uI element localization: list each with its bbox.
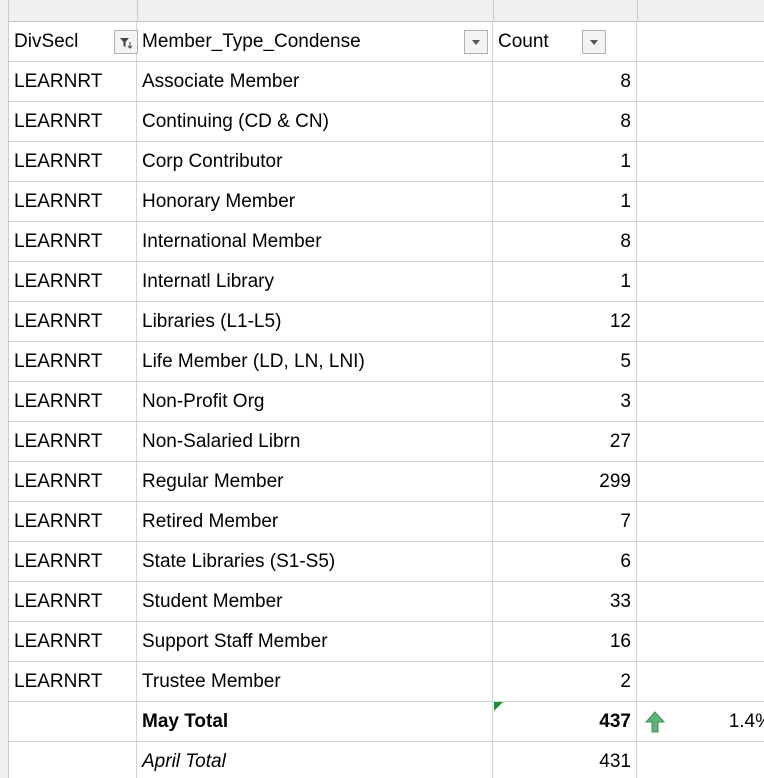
empty-cell — [637, 302, 764, 342]
empty-cell — [637, 222, 764, 262]
empty-cell — [637, 462, 764, 502]
text-cell: Internatl Library — [137, 262, 493, 302]
text-cell: Honorary Member — [137, 182, 493, 222]
count-cell: 16 — [493, 622, 637, 662]
filter-button[interactable] — [464, 30, 488, 54]
empty-cell — [637, 62, 764, 102]
count-cell: 7 — [493, 502, 637, 542]
up-arrow-icon — [644, 711, 666, 733]
text-cell: LEARNRT — [9, 502, 137, 542]
count-cell: 6 — [493, 542, 637, 582]
total-label: May Total — [137, 702, 493, 742]
text-cell: Corp Contributor — [137, 142, 493, 182]
text-cell: Student Member — [137, 582, 493, 622]
count-cell: 299 — [493, 462, 637, 502]
empty-cell — [637, 22, 764, 62]
empty-cell — [637, 542, 764, 582]
text-cell: Non-Salaried Librn — [137, 422, 493, 462]
empty-cell — [637, 582, 764, 622]
text-cell: LEARNRT — [9, 662, 137, 702]
text-cell: Non-Profit Org — [137, 382, 493, 422]
text-cell: Retired Member — [137, 502, 493, 542]
text-cell: LEARNRT — [9, 302, 137, 342]
empty-cell — [637, 502, 764, 542]
text-cell: Trustee Member — [137, 662, 493, 702]
count-cell: 1 — [493, 262, 637, 302]
text-cell: LEARNRT — [9, 62, 137, 102]
text-cell: Continuing (CD & CN) — [137, 102, 493, 142]
count-cell: 8 — [493, 102, 637, 142]
text-cell: Support Staff Member — [137, 622, 493, 662]
empty-cell — [637, 622, 764, 662]
filter-button[interactable] — [114, 30, 138, 54]
text-cell: LEARNRT — [9, 262, 137, 302]
text-cell: Libraries (L1-L5) — [137, 302, 493, 342]
empty-cell — [637, 102, 764, 142]
text-cell: LEARNRT — [9, 622, 137, 662]
change-cell: 1.4% — [637, 702, 764, 742]
count-cell: 2 — [493, 662, 637, 702]
error-indicator — [494, 702, 503, 711]
column-separator — [137, 0, 138, 21]
column-separator — [637, 0, 638, 21]
column-separator — [493, 0, 494, 21]
text-cell: Life Member (LD, LN, LNI) — [137, 342, 493, 382]
empty-cell — [9, 702, 137, 742]
empty-cell — [637, 382, 764, 422]
text-cell: LEARNRT — [9, 582, 137, 622]
text-cell: LEARNRT — [9, 462, 137, 502]
filter-button[interactable] — [582, 30, 606, 54]
empty-cell — [9, 742, 137, 778]
text-cell: State Libraries (S1-S5) — [137, 542, 493, 582]
text-cell: LEARNRT — [9, 422, 137, 462]
count-cell: 1 — [493, 142, 637, 182]
text-cell: LEARNRT — [9, 342, 137, 382]
text-cell: Regular Member — [137, 462, 493, 502]
text-cell: International Member — [137, 222, 493, 262]
total-label: April Total — [137, 742, 493, 778]
empty-cell — [637, 142, 764, 182]
count-cell: 12 — [493, 302, 637, 342]
empty-cell — [637, 422, 764, 462]
empty-cell — [637, 662, 764, 702]
text-cell: LEARNRT — [9, 542, 137, 582]
count-cell: 1 — [493, 182, 637, 222]
change-cell — [637, 742, 764, 778]
count-cell: 8 — [493, 62, 637, 102]
header-cell: Count — [493, 22, 637, 62]
total-count: 431 — [493, 742, 637, 778]
empty-cell — [637, 262, 764, 302]
row-header-edge — [0, 0, 9, 778]
text-cell: LEARNRT — [9, 102, 137, 142]
count-cell: 5 — [493, 342, 637, 382]
empty-cell — [637, 342, 764, 382]
header-cell: Member_Type_Condense — [137, 22, 493, 62]
count-cell: 27 — [493, 422, 637, 462]
count-cell: 8 — [493, 222, 637, 262]
total-count: 437 — [493, 702, 637, 742]
text-cell: LEARNRT — [9, 182, 137, 222]
text-cell: Associate Member — [137, 62, 493, 102]
empty-cell — [637, 182, 764, 222]
count-cell: 33 — [493, 582, 637, 622]
text-cell: LEARNRT — [9, 142, 137, 182]
text-cell: LEARNRT — [9, 222, 137, 262]
text-cell: LEARNRT — [9, 382, 137, 422]
count-cell: 3 — [493, 382, 637, 422]
column-header-strip — [0, 0, 764, 22]
